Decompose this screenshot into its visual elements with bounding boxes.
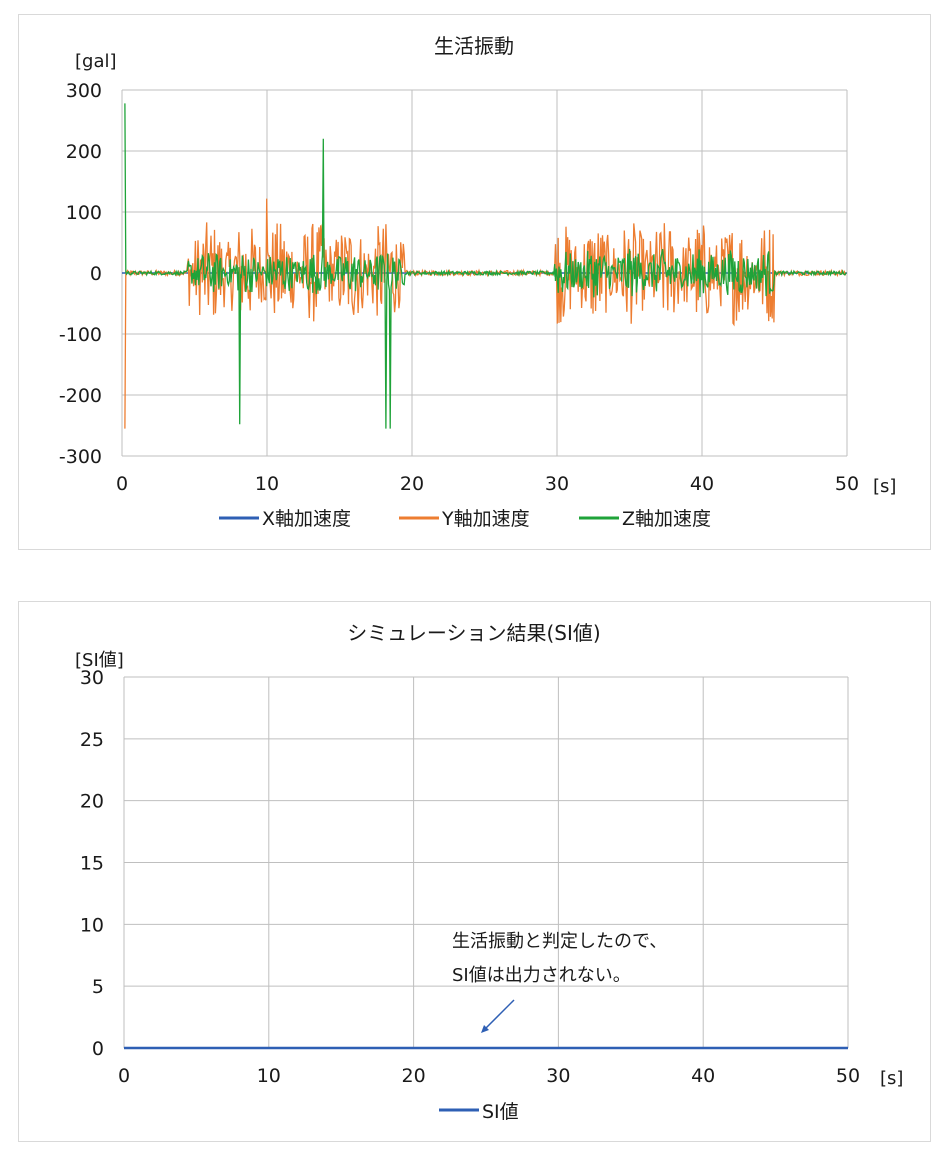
y-tick-label: 300 <box>66 80 102 102</box>
chart-title: シミュレーション結果(SI値) <box>347 621 600 645</box>
y-axis-unit-label: [gal] <box>75 51 117 72</box>
y-tick-label: 15 <box>80 853 104 875</box>
y-tick-label: 5 <box>92 976 104 998</box>
y-tick-label: -100 <box>59 324 102 346</box>
y-tick-label: 10 <box>80 914 104 936</box>
x-axis-unit-label: [s] <box>873 476 896 497</box>
si-chart: シミュレーション結果(SI値) [SI値] [s] 0 10 20 30 40 50302… <box>75 621 903 1123</box>
y-tick-label: 0 <box>90 263 102 285</box>
y-tick-label: 200 <box>66 141 102 163</box>
x-tick-label: 30 <box>545 473 569 495</box>
x-tick-label: 20 <box>400 473 424 495</box>
chart-legend: SI値 <box>439 1101 519 1123</box>
vibration-chart: 生活振動 [gal] [s] 0 10 20 30 40 50 300 200 100 0 -100… <box>59 34 897 530</box>
legend-item-si: SI値 <box>439 1101 519 1123</box>
legend-label-y: Y軸加速度 <box>441 508 530 530</box>
x-tick-label: 0 <box>116 473 128 495</box>
series-line-y <box>124 198 847 429</box>
x-tick-label: 40 <box>691 1065 715 1087</box>
y-tick-label: 100 <box>66 202 102 224</box>
legend-label-z: Z軸加速度 <box>622 508 711 530</box>
y-tick-label: -200 <box>59 385 102 407</box>
series-line-z <box>124 103 847 429</box>
chart-title: 生活振動 <box>434 34 514 58</box>
si-chart-panel: シミュレーション結果(SI値) [SI値] [s] 0 10 20 30 40 50 30 2… <box>18 601 931 1142</box>
y-tick-label: 0 <box>92 1038 104 1060</box>
y-tick-label: -300 <box>59 446 102 468</box>
y-tick-label: 20 <box>80 791 104 813</box>
chart-legend: X軸加速度 Y軸加速度 Z軸加速度 <box>219 508 711 530</box>
vibration-chart-panel: 生活振動 [gal] [s] 0 10 20 30 40 50 300 200 100 0 -100… <box>18 14 931 550</box>
legend-item-y: Y軸加速度 <box>399 508 530 530</box>
x-tick-label: 50 <box>835 473 859 495</box>
x-tick-label: 0 <box>118 1065 130 1087</box>
annotation-arrow <box>482 999 515 1032</box>
annotation: 生活振動と判定したので、 SI値は出力されない。 <box>452 931 667 1033</box>
annotation-line-2: SI値は出力されない。 <box>452 965 631 986</box>
y-tick-label: 25 <box>80 729 104 751</box>
x-axis-unit-label: [s] <box>880 1068 903 1089</box>
x-tick-label: 20 <box>402 1065 426 1087</box>
annotation-arrow-head <box>481 1025 489 1033</box>
annotation-line-1: 生活振動と判定したので、 <box>452 931 667 952</box>
legend-item-x: X軸加速度 <box>219 508 351 530</box>
x-tick-label: 10 <box>257 1065 281 1087</box>
y-tick-label: 30 <box>80 667 104 689</box>
legend-label-si: SI値 <box>482 1101 519 1123</box>
x-tick-label: 40 <box>690 473 714 495</box>
x-tick-label: 10 <box>255 473 279 495</box>
legend-label-x: X軸加速度 <box>262 508 351 530</box>
x-tick-label: 50 <box>836 1065 860 1087</box>
legend-item-z: Z軸加速度 <box>579 508 711 530</box>
x-tick-label: 30 <box>546 1065 570 1087</box>
y-axis-unit-label: [SI値] <box>75 650 124 671</box>
